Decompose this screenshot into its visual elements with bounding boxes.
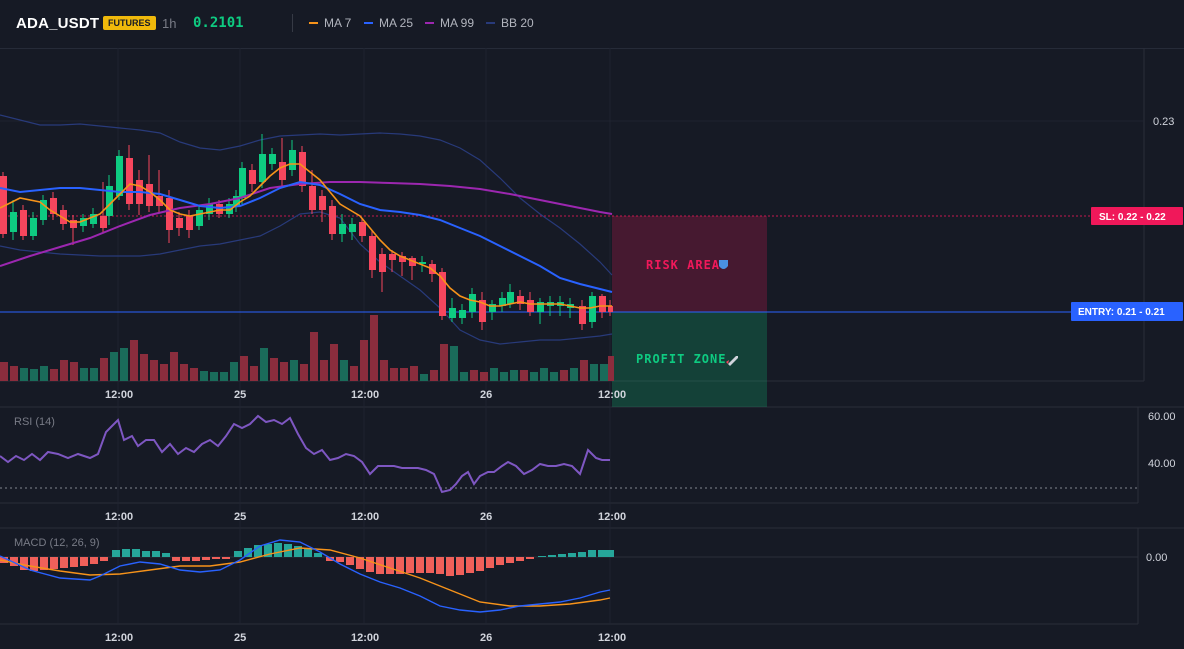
grid-lines: [0, 48, 1144, 624]
futures-badge: FUTURES: [103, 16, 156, 30]
profit-zone-label: PROFIT ZONE: [636, 352, 726, 366]
rsi-title: RSI (14): [14, 416, 55, 428]
chart-header: ADA_USDT FUTURES 1h 0.2101 MA 7 MA 25 MA…: [0, 0, 1184, 49]
ma25-line: [0, 180, 613, 293]
macd-time-label-5: 12:00: [598, 632, 626, 644]
rsi-time-label-4: 26: [480, 511, 492, 523]
legend-ma7[interactable]: MA 7: [309, 16, 351, 30]
entry-tag-text: ENTRY: 0.21 - 0.21: [1078, 307, 1165, 318]
rsi-time-axis: 12:00 25 12:00 26 12:00: [105, 511, 626, 523]
macd-time-label-2: 25: [234, 632, 246, 644]
legend-ma99[interactable]: MA 99: [425, 16, 474, 30]
macd-line: [0, 539, 611, 613]
macd-axis-zero: 0.00: [1146, 552, 1167, 564]
legend-bb20-label: BB 20: [501, 16, 534, 30]
legend-ma99-label: MA 99: [440, 16, 475, 30]
time-label-3: 12:00: [351, 389, 379, 401]
rsi-time-label-2: 25: [234, 511, 246, 523]
ma7-swatch: [309, 21, 318, 24]
time-label-1: 12:00: [105, 389, 133, 401]
sl-tag: [1091, 207, 1183, 225]
bb-upper-band: [0, 114, 613, 276]
rsi-line: [0, 414, 610, 494]
symbol-name[interactable]: ADA_USDT: [16, 15, 100, 32]
time-label-2: 25: [234, 389, 246, 401]
risk-area-label: RISK AREA: [646, 258, 720, 272]
rsi-time-label-1: 12:00: [105, 511, 133, 523]
ma99-line: [0, 181, 613, 267]
time-label-4: 26: [480, 389, 492, 401]
rsi-time-label-3: 12:00: [351, 511, 379, 523]
legend-bb20[interactable]: BB 20: [486, 16, 534, 30]
macd-time-label-4: 26: [480, 632, 492, 644]
legend-ma25[interactable]: MA 25: [364, 16, 413, 30]
entry-tag: [1071, 302, 1183, 321]
ma7-line: [0, 163, 612, 309]
sl-tag-text: SL: 0.22 - 0.22: [1099, 212, 1166, 223]
macd-time-axis: 12:00 25 12:00 26 12:00: [105, 632, 626, 644]
time-label-5: 12:00: [598, 389, 626, 401]
risk-area-zone: [612, 216, 767, 312]
legend-ma7-label: MA 7: [324, 16, 352, 30]
bb-lower-band: [0, 211, 613, 345]
rsi-time-label-5: 12:00: [598, 511, 626, 523]
macd-time-label-1: 12:00: [105, 632, 133, 644]
candlesticks: [0, 134, 613, 330]
macd-time-label-3: 12:00: [351, 632, 379, 644]
macd-title: MACD (12, 26, 9): [14, 537, 100, 549]
price-time-axis: 12:00 25 12:00 26 12:00: [105, 389, 626, 401]
rsi-axis-40: 40.00: [1148, 458, 1176, 470]
timeframe-selector[interactable]: 1h: [162, 16, 177, 31]
ma25-swatch: [364, 21, 373, 24]
price-axis-label: 0.23: [1153, 116, 1174, 128]
rocket-icon: [726, 356, 738, 366]
macd-histogram: [0, 543, 614, 576]
rsi-axis-60: 60.00: [1148, 411, 1176, 423]
header-divider: [292, 14, 293, 32]
profit-zone: [612, 312, 767, 407]
ma99-swatch: [425, 21, 434, 24]
volume-bars: [0, 315, 614, 381]
last-price: 0.2101: [193, 15, 244, 31]
shield-icon: [719, 260, 728, 269]
bb20-swatch: [486, 21, 495, 24]
legend-ma25-label: MA 25: [379, 16, 414, 30]
